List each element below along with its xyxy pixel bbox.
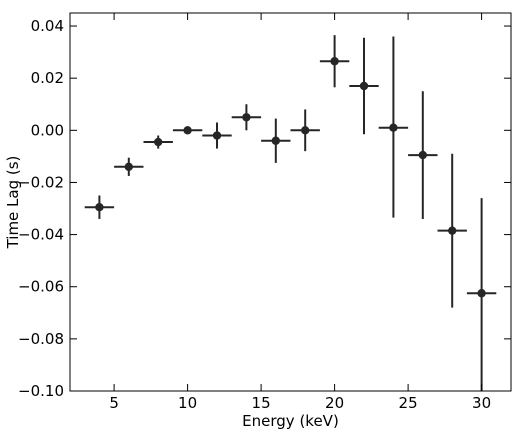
x-tick-label: 15 <box>252 394 271 412</box>
point-marker <box>418 150 427 160</box>
point-marker <box>359 81 369 91</box>
x-tick-label: 5 <box>109 394 119 412</box>
x-axis-label: Energy (keV) <box>242 412 339 430</box>
point-marker <box>212 131 222 140</box>
data-point <box>466 198 497 391</box>
y-tick-label: −0.04 <box>18 226 64 244</box>
point-marker <box>448 226 457 235</box>
data-point <box>408 91 438 219</box>
point-marker <box>183 126 192 135</box>
point-marker <box>330 57 339 66</box>
x-tick-label: 20 <box>325 394 344 412</box>
data-point <box>202 122 232 149</box>
point-marker <box>389 123 398 132</box>
point-marker <box>95 203 104 212</box>
point-marker <box>124 162 133 172</box>
y-tick-label: −0.10 <box>18 382 64 400</box>
data-point <box>349 37 379 135</box>
x-axis: 5 10 15 20 25 30 <box>109 13 491 412</box>
data-point <box>231 104 262 131</box>
data-point <box>319 35 350 88</box>
y-axis: −0.10 −0.08 −0.06 −0.04 −0.02 0.00 0.02 0.04 <box>18 17 511 400</box>
data-point <box>378 36 409 218</box>
y-tick-label: 0.02 <box>31 69 64 87</box>
plot-frame <box>69 12 512 392</box>
y-tick-label: 0.00 <box>31 121 64 139</box>
x-tick-label: 30 <box>472 394 491 412</box>
point-marker <box>477 289 486 298</box>
point-marker <box>271 136 280 145</box>
plot-area <box>84 35 497 391</box>
point-marker <box>301 126 310 135</box>
y-axis-label: Time Lag (s) <box>4 156 22 250</box>
data-point <box>84 195 115 219</box>
x-tick-label: 25 <box>399 394 418 412</box>
data-point <box>172 126 203 135</box>
y-tick-label: −0.02 <box>18 173 64 191</box>
data-point <box>114 157 144 176</box>
y-tick-label: 0.04 <box>31 17 64 35</box>
y-tick-label: −0.06 <box>18 278 64 296</box>
point-marker <box>242 113 251 122</box>
x-tick-label: 10 <box>178 394 197 412</box>
data-point <box>261 118 291 163</box>
data-point <box>437 153 467 308</box>
data-point <box>143 135 173 149</box>
point-marker <box>154 137 163 147</box>
y-tick-label: −0.08 <box>18 330 64 348</box>
data-point <box>290 109 320 152</box>
